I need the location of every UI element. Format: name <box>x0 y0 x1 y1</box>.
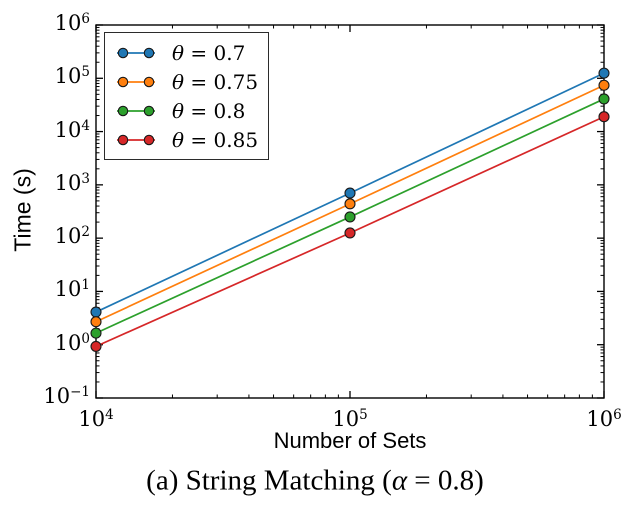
data-point-marker <box>344 187 356 199</box>
theta-symbol: θ <box>172 127 185 152</box>
caption-text-post: = 0.8) <box>407 464 484 497</box>
theta-symbol: θ <box>172 98 185 123</box>
legend-item: θ = 0.85 <box>113 125 258 154</box>
y-tick-label: 100 <box>54 330 90 355</box>
legend-label: θ = 0.85 <box>172 127 259 152</box>
legend-label: θ = 0.8 <box>172 98 246 123</box>
caption-alpha-symbol: α <box>391 464 408 497</box>
y-tick-label: 10−1 <box>43 384 90 408</box>
legend-marker-line <box>117 134 155 145</box>
x-tick-label: 104 <box>78 407 114 431</box>
data-point-marker <box>90 327 102 339</box>
legend-label: θ = 0.7 <box>172 40 246 65</box>
data-point-marker <box>598 111 610 123</box>
caption-text-pre: (a) String Matching ( <box>146 464 392 497</box>
y-tick-label: 104 <box>54 117 90 142</box>
data-point-marker <box>90 316 102 328</box>
y-tick-label: 105 <box>54 64 90 89</box>
data-point-marker <box>90 306 102 318</box>
y-axis-label: Time (s) <box>9 168 36 252</box>
data-point-marker <box>344 211 356 223</box>
legend-item: θ = 0.75 <box>113 67 258 96</box>
y-tick-label: 101 <box>54 277 90 302</box>
legend-marker-line <box>117 76 155 87</box>
legend-marker-line <box>117 47 155 58</box>
data-point-marker <box>90 340 102 352</box>
x-tick-label: 106 <box>586 407 622 431</box>
x-tick-label: 105 <box>332 407 368 431</box>
x-axis-label: Number of Sets <box>273 428 427 453</box>
y-tick-label: 102 <box>54 224 90 249</box>
legend-item: θ = 0.8 <box>113 96 258 125</box>
caption: (a) String Matching (α = 0.8) <box>146 465 484 498</box>
legend-item: θ = 0.7 <box>113 38 258 67</box>
data-point-marker <box>344 198 356 210</box>
theta-symbol: θ <box>172 69 185 94</box>
y-tick-label: 103 <box>54 170 90 195</box>
legend-label: θ = 0.75 <box>172 69 259 94</box>
legend: θ = 0.7 θ = 0.75 θ = 0.8 θ = 0.85 <box>104 32 270 160</box>
data-point-marker <box>598 93 610 105</box>
theta-symbol: θ <box>172 40 185 65</box>
data-point-marker <box>598 79 610 91</box>
data-point-marker <box>344 227 356 239</box>
legend-marker-line <box>117 105 155 116</box>
y-tick-label: 106 <box>54 11 90 35</box>
data-point-marker <box>598 67 610 79</box>
